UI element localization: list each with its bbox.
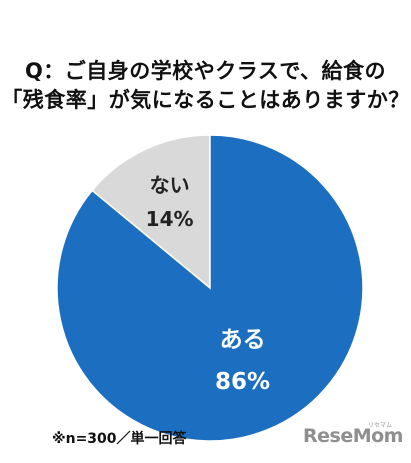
slice-value-0: 14% — [146, 207, 194, 231]
slice-label-1: ある — [220, 327, 266, 353]
resemom-logo: ReseMom — [303, 425, 403, 447]
resemom-logo-subtext: リセマム — [368, 422, 393, 429]
chart-title-line-1: Q：ご自身の学校やクラスで、給食の — [24, 59, 387, 83]
slice-value-1: 86% — [215, 369, 270, 395]
pie-slice-1 — [56, 134, 364, 442]
footnote: ※n=300／単一回答 — [52, 431, 187, 447]
pie-slice-0 — [91, 134, 211, 290]
chart-title-line-2: 「残食率」が気になることはありますか？ — [1, 88, 410, 112]
slice-label-0: ない — [150, 173, 190, 197]
